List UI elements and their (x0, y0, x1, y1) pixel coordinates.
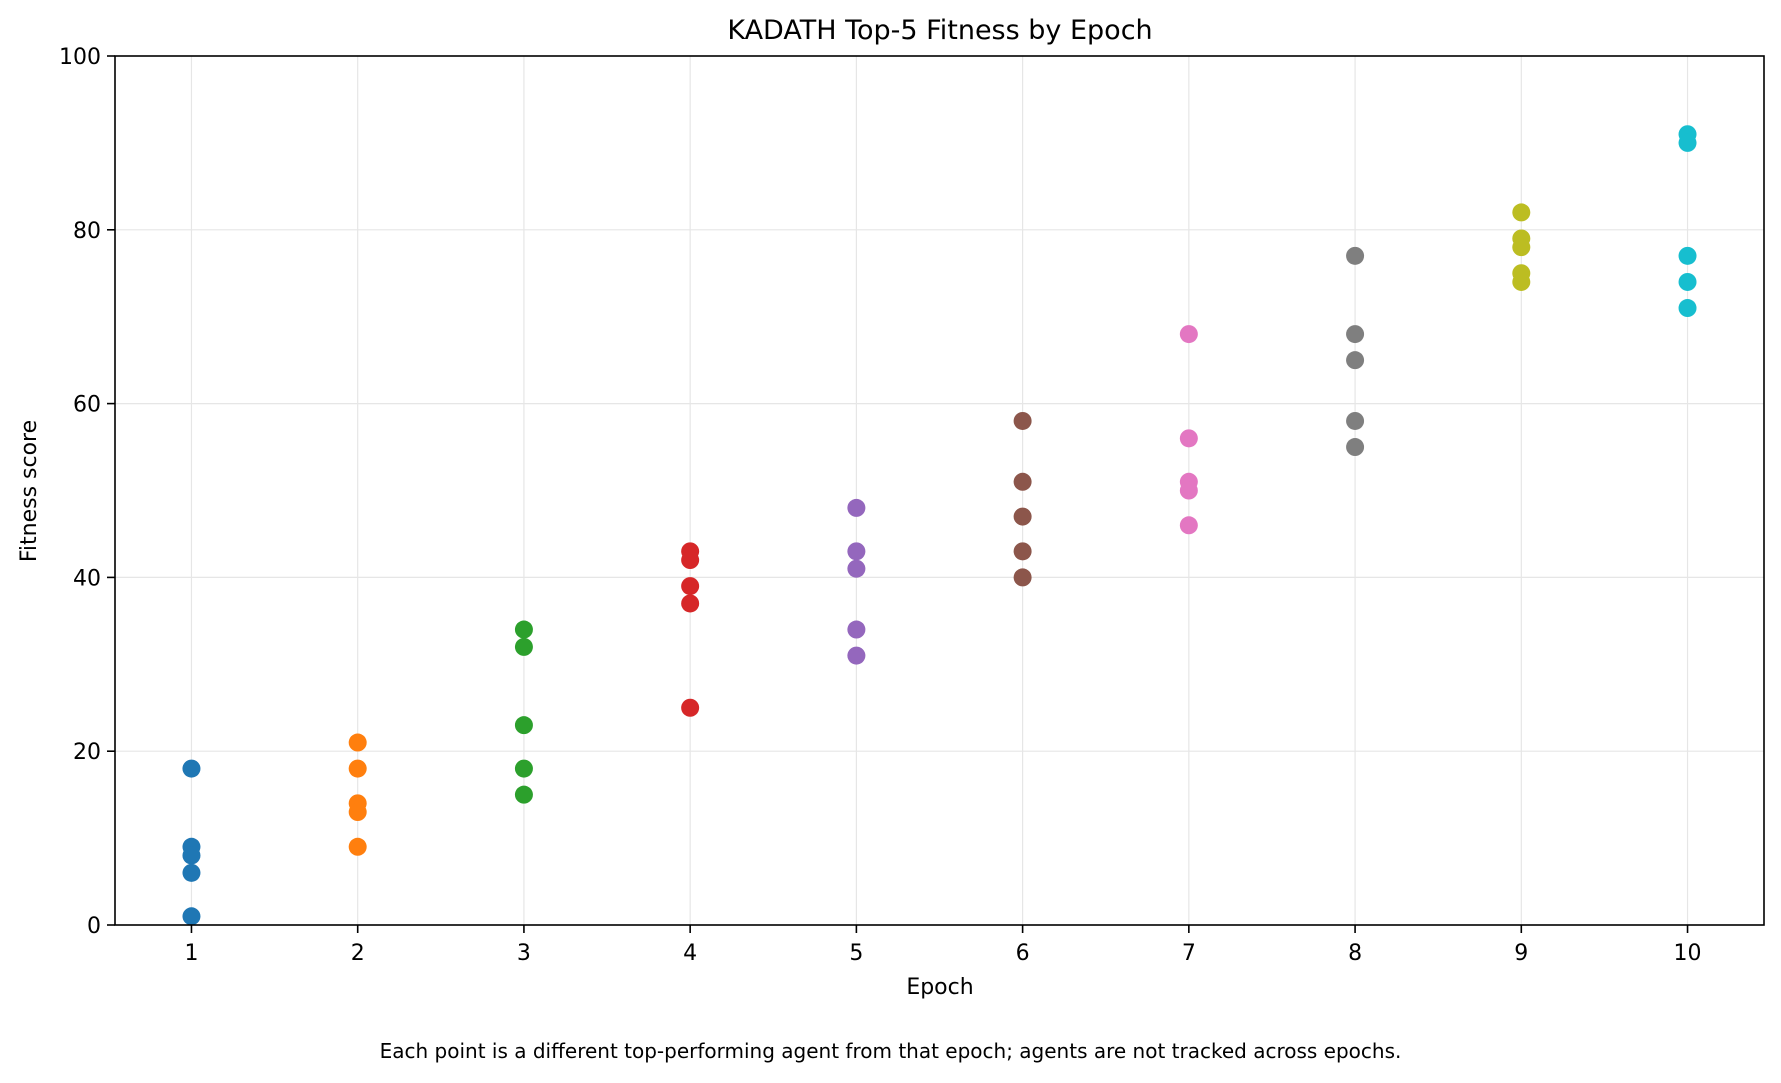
data-point (1512, 272, 1531, 291)
x-tick-label: 4 (683, 941, 697, 966)
x-tick-label: 10 (1674, 941, 1702, 966)
data-point (1678, 246, 1697, 265)
data-point (514, 785, 533, 804)
grid (115, 55, 1764, 926)
data-point (847, 620, 866, 639)
y-tick-label: 0 (87, 914, 101, 939)
data-point (182, 846, 201, 865)
data-point (681, 577, 700, 596)
plot-frame (114, 55, 1765, 926)
data-point (1013, 472, 1032, 491)
data-point (1346, 438, 1365, 457)
x-tick-label: 7 (1182, 941, 1196, 966)
x-tick-label: 1 (184, 941, 198, 966)
x-tick-label: 2 (351, 941, 365, 966)
data-point (847, 646, 866, 665)
data-point (514, 716, 533, 735)
data-point (681, 551, 700, 570)
data-point (514, 620, 533, 639)
data-point (1678, 272, 1697, 291)
y-axis-label: Fitness score (17, 420, 42, 562)
data-point (1346, 325, 1365, 344)
data-point (348, 733, 367, 752)
x-tick-label: 8 (1348, 941, 1362, 966)
data-point (514, 637, 533, 656)
data-point (847, 559, 866, 578)
data-point (681, 698, 700, 717)
data-point (182, 863, 201, 882)
x-tick-label: 5 (849, 941, 863, 966)
y-tick-label: 40 (73, 566, 101, 591)
data-point (1678, 133, 1697, 152)
data-point (1013, 542, 1032, 561)
y-tick-label: 80 (73, 219, 101, 244)
x-tick-label: 6 (1016, 941, 1030, 966)
data-point (681, 594, 700, 613)
data-point (514, 759, 533, 778)
data-point (348, 837, 367, 856)
y-tick-label: 60 (73, 393, 101, 418)
data-point (348, 803, 367, 822)
data-point (1013, 568, 1032, 587)
data-point (182, 759, 201, 778)
data-point (1013, 411, 1032, 430)
x-axis-label: Epoch (906, 975, 973, 1000)
chart-title: KADATH Top-5 Fitness by Epoch (727, 15, 1152, 46)
data-point (182, 907, 201, 926)
chart-caption: Each point is a different top-performing… (379, 1039, 1402, 1063)
data-point (1179, 516, 1198, 535)
x-tick-label: 3 (517, 941, 531, 966)
x-tick-label: 9 (1514, 941, 1528, 966)
y-tick-label: 100 (59, 45, 101, 70)
data-points (182, 125, 1697, 926)
data-point (1512, 238, 1531, 257)
data-point (847, 498, 866, 517)
data-point (847, 542, 866, 561)
data-point (1346, 351, 1365, 370)
data-point (1678, 299, 1697, 318)
data-point (1013, 507, 1032, 526)
data-point (1179, 481, 1198, 500)
data-point (1346, 411, 1365, 430)
data-point (1179, 325, 1198, 344)
y-tick-label: 20 (73, 740, 101, 765)
data-point (1512, 203, 1531, 222)
data-point (1346, 246, 1365, 265)
data-point (348, 759, 367, 778)
data-point (1179, 429, 1198, 448)
